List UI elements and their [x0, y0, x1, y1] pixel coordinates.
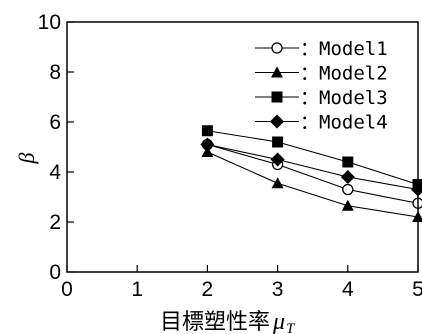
y-tick-label: 4 — [49, 161, 61, 184]
series-line-model3 — [207, 130, 419, 186]
series-line-model2 — [207, 151, 419, 218]
x-tick-label: 4 — [342, 278, 354, 301]
x-tick-label: 5 — [412, 278, 422, 301]
y-tick-label: 0 — [49, 261, 61, 284]
y-tick-label: 2 — [49, 211, 61, 234]
data-point-model3 — [342, 156, 354, 168]
data-point-model4 — [270, 152, 285, 167]
series-line-model4 — [207, 143, 419, 191]
x-tick-label: 0 — [61, 278, 73, 301]
data-point-model3 — [201, 125, 213, 137]
legend-marker — [270, 114, 284, 129]
tick-layer: 0 1 2 3 4 5 0 2 4 6 8 10 — [38, 11, 422, 301]
x-tick-label: 3 — [272, 278, 284, 301]
y-tick-label: 6 — [49, 111, 61, 134]
data-point-model4 — [340, 170, 355, 184]
data-point-model4 — [411, 182, 422, 197]
data-point-model1 — [342, 183, 354, 196]
data-point-model3 — [272, 136, 284, 148]
series-layer — [200, 125, 422, 222]
x-axis-label: 目標塑性率 — [160, 309, 270, 334]
legend: ：Model1 ：Model2：Model3 ：Model4 — [255, 38, 388, 134]
plot-frame — [66, 21, 419, 273]
data-point-model2 — [412, 211, 422, 222]
y-axis-label: β — [14, 152, 39, 164]
x-axis-symbol: μ — [272, 309, 285, 334]
y-tick-label: 8 — [49, 61, 61, 84]
x-tick-label: 1 — [131, 278, 143, 301]
legend-marker — [271, 91, 283, 103]
legend-label: ：Model1 — [300, 38, 388, 60]
data-point-model2 — [271, 177, 284, 189]
legend-label: ：Model4 — [300, 112, 388, 134]
data-point-model2 — [341, 199, 354, 211]
legend-label: ：Model3 — [300, 87, 388, 109]
data-point-model4 — [200, 137, 215, 152]
legend-marker — [271, 42, 283, 54]
x-tick-label: 2 — [202, 278, 214, 301]
series-line-model1 — [207, 143, 419, 204]
legend-label: ：Model2 — [300, 63, 388, 85]
legend-marker — [271, 66, 283, 78]
y-tick-label: 10 — [38, 11, 61, 34]
x-axis-symbol-subscript: T — [286, 321, 296, 334]
